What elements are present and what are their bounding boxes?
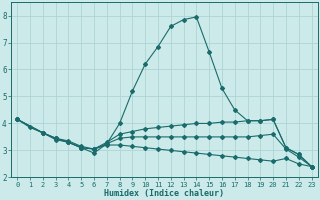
X-axis label: Humidex (Indice chaleur): Humidex (Indice chaleur) — [104, 189, 224, 198]
